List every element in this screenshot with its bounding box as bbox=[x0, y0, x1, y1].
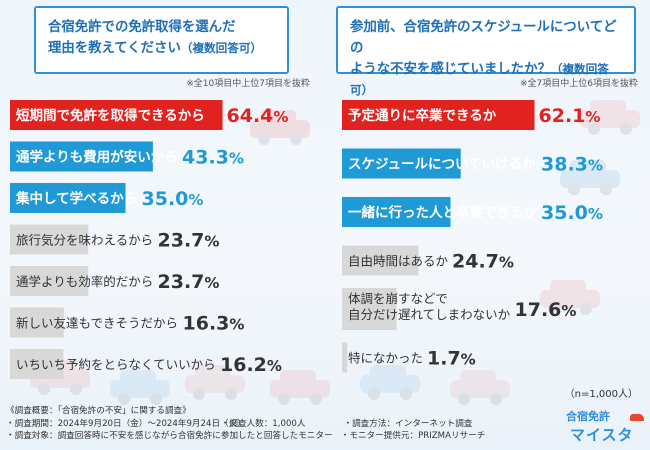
left-bar-5 bbox=[10, 307, 64, 338]
left-value-label-4: 23.7% bbox=[158, 271, 220, 293]
left-category-label-2: 集中して学べるから bbox=[15, 190, 137, 207]
left-category-label-4: 通学よりも効率的だから bbox=[16, 274, 153, 289]
right-title-line1: 参加前、合宿免許のスケジュールについてどの bbox=[350, 20, 617, 56]
left-value-label-1: 43.3% bbox=[182, 147, 244, 169]
right-value-label-3: 24.7% bbox=[452, 251, 514, 273]
left-bar-4 bbox=[10, 266, 89, 296]
brand-logo: 合宿免許 マイスター bbox=[560, 408, 648, 450]
right-title-suffix: （複数回答可） bbox=[350, 62, 609, 97]
right-category-label-2: 一緒に行った人と卒業できるか bbox=[348, 204, 537, 221]
right-title-line2: ような不安を感じていましたか？（複数回答可） bbox=[350, 62, 609, 97]
right-bar-5 bbox=[342, 342, 348, 373]
right-category-label-4: 自分だけ遅れてしまわないか bbox=[348, 307, 511, 322]
right-category-label-5: 特になかった bbox=[348, 351, 423, 366]
left-title-suffix: （複数回答可） bbox=[180, 41, 263, 55]
logo-line1: 合宿免許 bbox=[566, 410, 610, 423]
left-value-label-6: 16.2% bbox=[220, 354, 282, 376]
sample-size-label: （n=1,000人） bbox=[564, 389, 638, 400]
right-category-label-0: 予定通りに卒業できるか bbox=[348, 107, 497, 124]
right-value-label-2: 35.0% bbox=[541, 202, 603, 224]
logo-car-icon bbox=[630, 414, 644, 421]
right-bar-chart: 予定通りに卒業できるか 62.1% スケジュールについていけるか 38.3% 一緒に行っ… bbox=[342, 100, 603, 373]
right-chart-note: ※全7項目中上位6項目を抜粋 bbox=[520, 79, 638, 89]
left-title-line2: 理由を教えてください（複数回答可） bbox=[48, 41, 263, 56]
right-chart-panel: 参加前、合宿免許のスケジュールについてどの ような不安を感じていましたか？（複数… bbox=[334, 4, 646, 400]
left-bar-chart: 短期間で免許を取得できるから 64.4% 通学よりも費用が安いから 43.3% 集中して… bbox=[10, 100, 289, 379]
survey-target: ・調査対象：調査回答時に不安を感じながら合宿免許に参加したと回答したモニター bbox=[6, 431, 333, 441]
right-value-label-5: 1.7% bbox=[427, 348, 476, 370]
right-chart-title: 参加前、合宿免許のスケジュールについてどの ような不安を感じていましたか？（複数… bbox=[336, 6, 636, 97]
left-value-label-3: 23.7% bbox=[158, 230, 220, 252]
survey-overview: 《調査概要：「合宿免許の不安」に関する調査》 ・調査期間：2024年9月20日（… bbox=[6, 405, 566, 443]
survey-title: 《調査概要：「合宿免許の不安」に関する調査》 bbox=[6, 406, 191, 416]
left-bar-6 bbox=[10, 349, 64, 379]
survey-period: ・調査期間：2024年9月20日（金）〜2024年9月24日（火） bbox=[6, 418, 246, 429]
right-bar-1 bbox=[342, 148, 461, 179]
left-chart-title: 合宿免許での免許取得を選んだ 理由を教えてください（複数回答可） bbox=[34, 6, 289, 74]
left-chart-panel: 合宿免許での免許取得を選んだ 理由を教えてください（複数回答可） ※全10項目中… bbox=[4, 4, 316, 400]
left-bar-0 bbox=[10, 100, 223, 130]
left-category-label-5: 新しい友達もできそうだから bbox=[16, 316, 178, 331]
right-category-label-3: 自由時間はあるか bbox=[348, 254, 449, 269]
right-bar-3 bbox=[342, 245, 419, 276]
right-category-label-1: スケジュールについていけるか bbox=[348, 157, 536, 173]
left-value-label-2: 35.0% bbox=[142, 188, 204, 210]
right-category-label-4: 体調を崩すなどで bbox=[348, 291, 448, 306]
right-value-label-4: 17.6% bbox=[515, 299, 577, 321]
left-category-label-0: 短期間で免許を取得できるから bbox=[16, 107, 205, 124]
survey-count: ・調査人数：1,000人 bbox=[220, 418, 306, 429]
left-bar-1 bbox=[10, 141, 153, 172]
right-bar-4 bbox=[342, 288, 397, 330]
survey-method: ・調査方法：インターネット調査 bbox=[343, 418, 473, 429]
right-value-label-0: 62.1% bbox=[539, 105, 601, 127]
left-title-line1: 合宿免許での免許取得を選んだ bbox=[48, 20, 236, 35]
logo-line2: マイスター bbox=[570, 426, 634, 450]
left-value-label-0: 64.4% bbox=[227, 105, 289, 127]
survey-provider: ・モニター提供元：PRIZMAリサーチ bbox=[340, 431, 486, 441]
left-chart-note: ※全10項目中上位7項目を抜粋 bbox=[186, 79, 310, 89]
left-category-label-3: 旅行気分を味わえるから bbox=[16, 233, 153, 248]
right-value-label-1: 38.3% bbox=[541, 154, 603, 176]
left-value-label-5: 16.3% bbox=[183, 313, 245, 335]
right-bar-2 bbox=[342, 197, 451, 227]
left-category-label-6: いちいち予約をとらなくていいから bbox=[16, 357, 216, 372]
left-category-label-1: 通学よりも費用が安いから bbox=[16, 149, 178, 166]
left-bar-2 bbox=[10, 183, 126, 213]
right-bar-0 bbox=[342, 100, 535, 130]
left-bar-3 bbox=[10, 224, 89, 255]
